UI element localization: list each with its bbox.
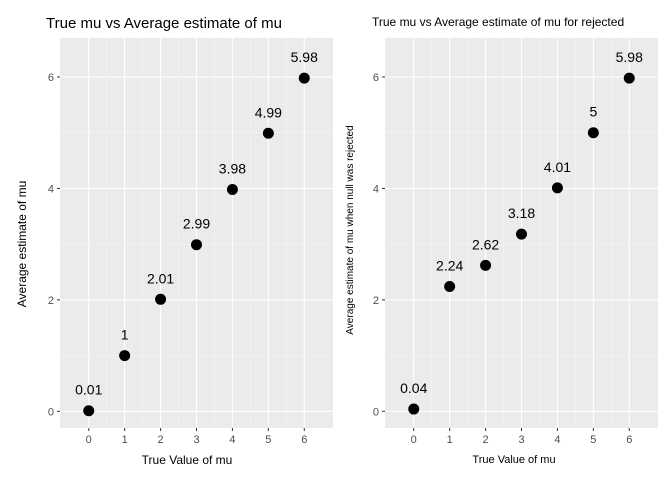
data-label: 2.62 [472,236,499,252]
data-label: 0.04 [400,380,427,396]
x-tick-label: 6 [301,434,307,446]
y-tick-label: 2 [373,295,379,307]
chart-title: True mu vs Average estimate of mu for re… [372,15,624,29]
y-axis-title: Average estimate of mu [15,181,29,308]
data-label: 4.01 [544,159,571,175]
data-label: 5.98 [291,49,318,65]
data-point [155,293,167,305]
x-tick-label: 6 [626,434,632,446]
data-point [480,259,492,271]
data-label: 1 [121,327,129,343]
y-tick-label: 0 [48,406,54,418]
data-point [408,403,420,415]
x-axis-title: True Value of mu [142,453,233,467]
data-point [262,127,274,139]
y-tick-label: 0 [373,406,379,418]
data-point [83,405,95,417]
y-axis-title: Average estimate of mu when null was rej… [345,125,356,334]
data-label: 3.18 [508,205,535,221]
data-label: 2.01 [147,270,174,286]
y-tick-label: 4 [373,183,379,195]
ticks: 0 1 2 3 4 5 6 0 2 4 6 [48,72,307,446]
data-point [226,184,238,196]
grid [60,38,333,428]
x-tick-label: 1 [447,434,453,446]
x-tick-label: 5 [265,434,271,446]
points [408,72,635,415]
data-point [298,72,310,84]
data-labels: 0.01 1 2.01 2.99 3.98 4.99 5.98 [75,49,318,398]
x-tick-label: 5 [590,434,596,446]
ticks: 0 1 2 3 4 5 6 0 2 4 6 [373,72,632,446]
data-label: 4.99 [255,104,282,120]
chart-title: True mu vs Average estimate of mu [46,15,282,32]
y-tick-label: 2 [48,295,54,307]
chart-panel-right: True mu vs Average estimate of mu for re… [345,15,658,466]
x-tick-label: 3 [518,434,524,446]
data-point [623,72,635,84]
data-label: 2.24 [436,257,463,273]
x-tick-label: 0 [86,434,92,446]
data-point [191,239,202,251]
y-tick-label: 6 [48,72,54,84]
data-label: 3.98 [219,161,246,177]
grid [385,38,658,428]
y-tick-label: 4 [48,183,54,195]
x-tick-label: 4 [554,434,560,446]
data-point [444,280,456,292]
points [83,72,310,417]
x-tick-label: 3 [193,434,199,446]
data-labels: 0.04 2.24 2.62 3.18 4.01 5 5.98 [400,49,643,396]
x-tick-label: 4 [229,434,235,446]
data-point [587,127,599,139]
data-label: 5 [589,104,597,120]
x-tick-label: 2 [158,434,164,446]
y-tick-label: 6 [373,72,379,84]
data-label: 0.01 [75,382,102,398]
data-point [516,228,527,240]
x-tick-label: 2 [483,434,489,446]
data-point [551,182,563,194]
chart-panel-left: True mu vs Average estimate of mu 0 1 2 3 4 5… [15,15,333,467]
data-point [119,350,131,362]
data-label: 2.99 [183,216,210,232]
x-tick-label: 1 [122,434,128,446]
data-label: 5.98 [616,49,643,65]
x-axis-title: True Value of mu [472,454,555,466]
x-tick-label: 0 [411,434,417,446]
